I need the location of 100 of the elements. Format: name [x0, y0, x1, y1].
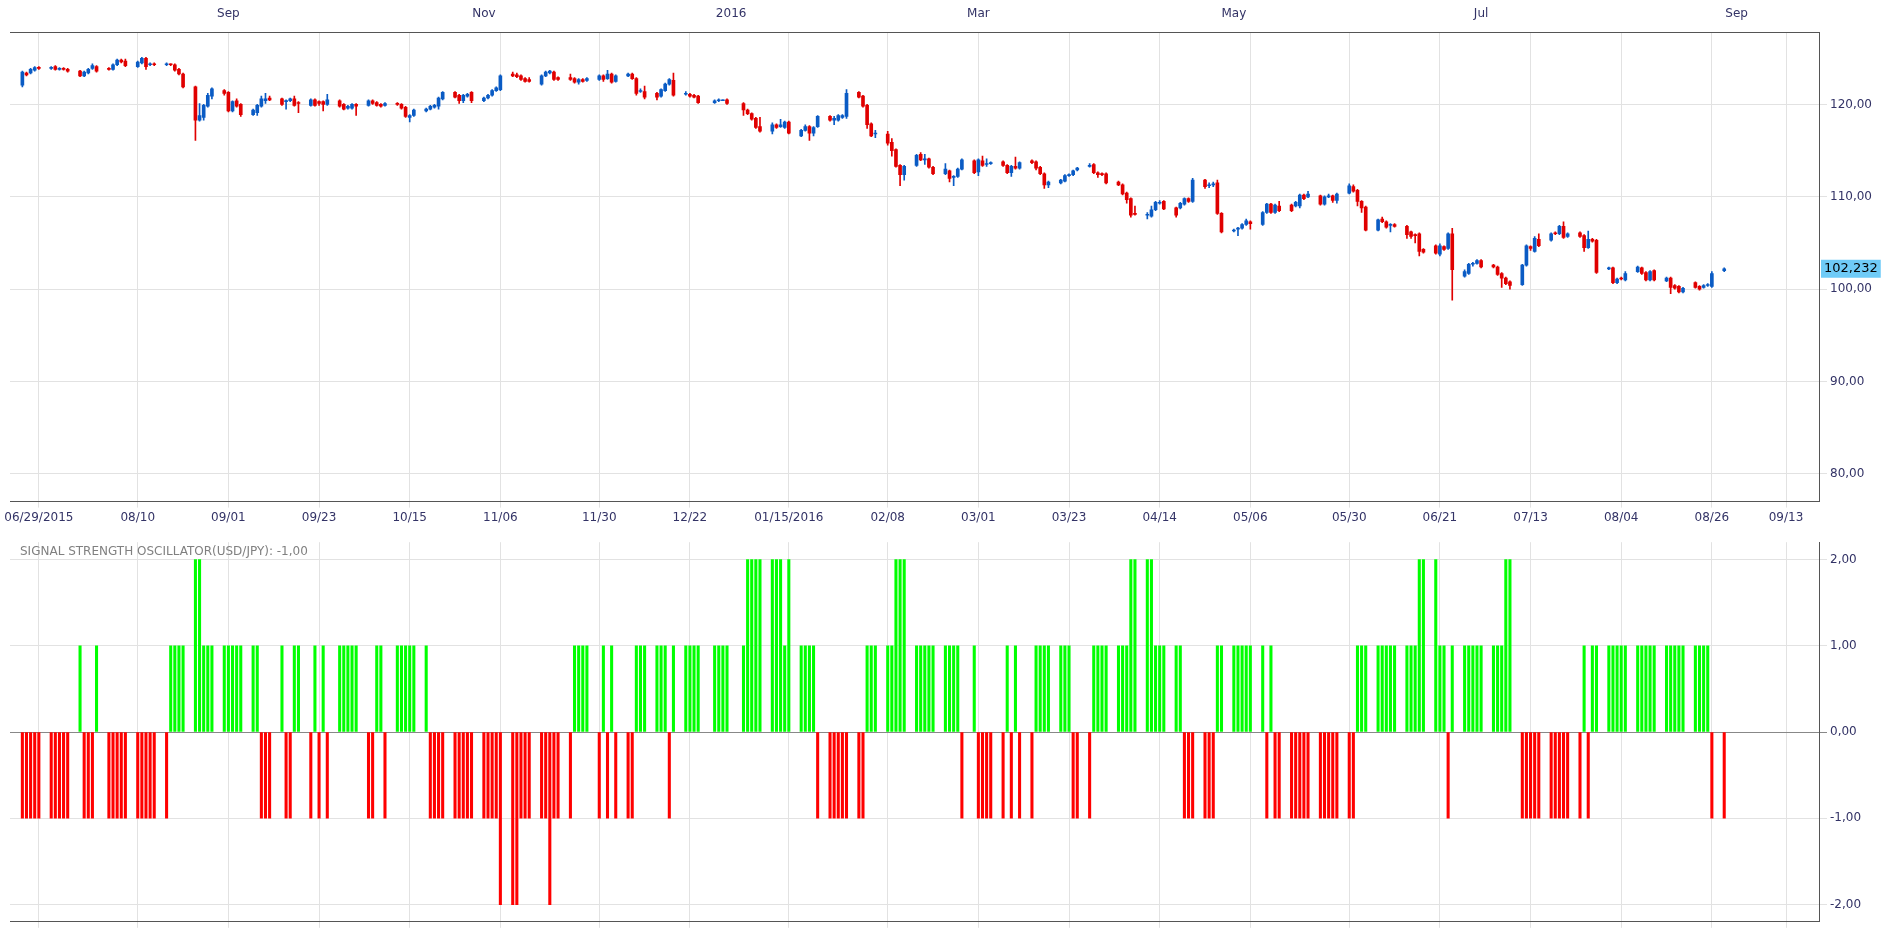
bar	[898, 559, 902, 732]
bar	[1030, 732, 1034, 819]
bar	[1504, 559, 1508, 732]
bar	[725, 645, 729, 732]
bar	[408, 645, 412, 732]
bar	[758, 559, 762, 732]
bar	[1013, 645, 1017, 732]
bar	[989, 732, 993, 819]
bar	[803, 645, 807, 732]
bar	[1644, 645, 1648, 732]
x-tick-label: 11/06	[483, 509, 518, 524]
bar	[779, 559, 783, 732]
bar	[165, 732, 169, 819]
x-tick-label: 03/01	[961, 509, 996, 524]
bar	[280, 645, 284, 732]
bar	[119, 732, 123, 819]
x-tick-label: 09/13	[1768, 509, 1804, 524]
bar	[1652, 645, 1656, 732]
bar	[972, 645, 976, 732]
bar	[985, 732, 989, 819]
bar	[148, 732, 152, 819]
bar	[873, 645, 877, 732]
bar	[90, 732, 94, 819]
bar	[1182, 732, 1186, 819]
bar	[663, 645, 667, 732]
bar	[1669, 645, 1673, 732]
bar	[1467, 645, 1471, 732]
bar	[746, 559, 750, 732]
bar	[1710, 732, 1714, 819]
bar	[1174, 645, 1178, 732]
bar	[399, 645, 403, 732]
bar	[919, 645, 923, 732]
bar	[95, 645, 99, 732]
bar	[1648, 645, 1652, 732]
bar	[601, 645, 605, 732]
bar	[696, 645, 700, 732]
bar	[222, 645, 226, 732]
bar	[1018, 732, 1022, 819]
bar	[886, 645, 890, 732]
bar	[1215, 645, 1219, 732]
bar	[33, 732, 37, 819]
x-tick-label: 08/04	[1603, 509, 1639, 524]
bar	[82, 732, 86, 819]
bar	[1582, 645, 1586, 732]
x-tick-label: 02/08	[870, 509, 906, 524]
bar	[1388, 645, 1392, 732]
bar	[840, 732, 844, 819]
bar	[605, 732, 610, 819]
bar	[1001, 732, 1005, 819]
bar	[210, 645, 214, 732]
bar	[490, 732, 494, 819]
bar	[894, 559, 898, 732]
bar	[346, 645, 350, 732]
bar	[1475, 645, 1479, 732]
bar	[540, 732, 544, 819]
bar	[1318, 732, 1322, 819]
bar	[1566, 732, 1570, 819]
bar	[482, 732, 486, 819]
bar	[230, 645, 235, 732]
bar	[437, 732, 441, 819]
bar	[350, 645, 354, 732]
bar	[960, 732, 964, 819]
bar	[1611, 645, 1615, 732]
bar	[787, 559, 791, 732]
bar	[1619, 645, 1623, 732]
bar	[1697, 645, 1702, 732]
bar	[1553, 732, 1557, 819]
bar	[630, 732, 634, 819]
bar	[1038, 645, 1042, 732]
bar	[453, 732, 457, 819]
x-tick-label: 03/23	[1051, 509, 1087, 524]
x2-tick-label: May	[1221, 6, 1247, 21]
bar	[952, 645, 956, 732]
bar	[1491, 645, 1495, 732]
y-tick-label: -2,00	[1830, 896, 1862, 911]
bar	[1005, 645, 1009, 732]
bar	[379, 645, 383, 732]
bar	[1145, 559, 1149, 732]
candlestick	[284, 99, 288, 110]
bar	[284, 732, 288, 819]
bar	[1240, 645, 1244, 732]
bar	[943, 645, 947, 732]
bar	[177, 645, 181, 732]
bar	[1508, 559, 1512, 732]
bar	[1347, 732, 1351, 819]
bar	[1706, 645, 1710, 732]
bar	[296, 645, 300, 732]
x-tick-label: 11/30	[581, 509, 617, 524]
x2-tick-label: Sep	[1725, 6, 1748, 21]
bar	[1290, 732, 1294, 819]
bar	[1191, 732, 1195, 819]
bar	[1187, 732, 1191, 819]
bar	[1219, 645, 1224, 732]
bar	[140, 732, 144, 819]
bar	[115, 732, 119, 819]
bar	[1677, 645, 1681, 732]
bar	[338, 645, 342, 732]
bar	[412, 645, 416, 732]
bar	[62, 732, 66, 819]
bar	[20, 732, 24, 819]
